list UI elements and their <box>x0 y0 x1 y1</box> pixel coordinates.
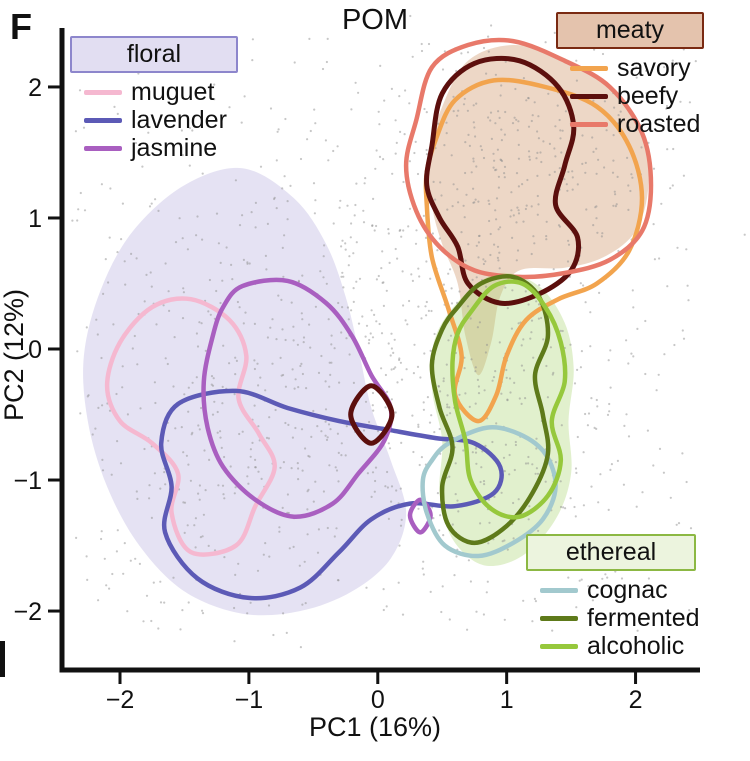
scatter-dots-layer <box>71 14 746 649</box>
x-tick-label: −2 <box>106 686 135 714</box>
legend-ethereal-items: cognac fermented alcoholic <box>526 571 700 660</box>
contour-alcoholic <box>450 279 568 520</box>
legend-item-alcoholic: alcoholic <box>526 632 696 660</box>
legend-item-savory: savory <box>556 54 704 82</box>
lavender-color-swatch <box>84 117 122 123</box>
legend-floral: floral muguet lavender jasmine <box>70 36 238 162</box>
cognac-color-swatch <box>540 587 578 593</box>
plot-layers <box>71 14 746 649</box>
contour-beefy <box>348 383 395 446</box>
legend-floral-items: muguet lavender jasmine <box>70 73 238 162</box>
y-tick-label: 1 <box>28 205 42 233</box>
savory-color-swatch <box>570 65 608 71</box>
contour-jasmine <box>407 497 433 535</box>
roasted-color-swatch <box>570 121 608 127</box>
y-axis-label: PC2 (12%) <box>0 288 29 422</box>
legend-meaty-items: savory beefy roasted <box>556 49 704 138</box>
contour-beefy <box>424 55 582 306</box>
legend-item-cognac: cognac <box>526 576 696 604</box>
x-tick-label: 0 <box>371 686 385 714</box>
x-axis-label: PC1 (16%) <box>308 712 442 742</box>
region-ethereal-region <box>431 272 574 567</box>
legend-item-label: beefy <box>617 81 679 110</box>
legend-item-label: muguet <box>131 77 215 106</box>
panel-label: F <box>10 6 32 47</box>
legend-item-label: lavender <box>131 105 227 134</box>
muguet-color-swatch <box>84 89 122 95</box>
legend-ethereal: ethereal cognac fermented alcoholic <box>526 534 700 660</box>
legend-item-muguet: muguet <box>70 78 238 106</box>
jasmine-color-swatch <box>84 145 122 151</box>
x-tick-label: −1 <box>235 686 264 714</box>
alcoholic-color-swatch <box>540 643 578 649</box>
legend-item-roasted: roasted <box>556 110 704 138</box>
x-tick-label: 1 <box>500 686 514 714</box>
adjacent-panel-fragment <box>0 641 5 677</box>
legend-item-label: cognac <box>587 575 668 604</box>
legend-item-fermented: fermented <box>526 604 700 632</box>
legend-item-label: fermented <box>587 603 700 632</box>
contour-roasted <box>403 37 654 280</box>
beefy-color-swatch <box>570 93 608 99</box>
contour-jasmine <box>201 277 394 519</box>
legend-item-label: roasted <box>617 109 701 138</box>
chart-title: POM <box>341 4 409 36</box>
y-tick-label: −1 <box>13 467 42 495</box>
legend-item-label: savory <box>617 53 691 82</box>
y-tick-label: −2 <box>13 598 42 626</box>
y-tick-label: 2 <box>28 74 42 102</box>
legend-item-label: alcoholic <box>587 631 685 660</box>
contour-lavender <box>158 388 504 601</box>
x-tick-label: 2 <box>629 686 643 714</box>
contour-cognac <box>420 425 558 559</box>
legend-item-beefy: beefy <box>556 82 704 110</box>
legend-ethereal-header: ethereal <box>526 534 696 571</box>
legend-item-jasmine: jasmine <box>70 134 238 162</box>
legend-item-label: jasmine <box>131 133 218 162</box>
contour-muguet <box>104 296 277 557</box>
fermented-color-swatch <box>540 615 578 621</box>
legend-meaty-header: meaty <box>556 12 704 49</box>
legend-meaty: meaty savory beefy roasted <box>556 12 704 138</box>
legend-item-lavender: lavender <box>70 106 238 134</box>
y-tick-label: 0 <box>28 336 42 364</box>
legend-floral-header: floral <box>70 36 238 73</box>
